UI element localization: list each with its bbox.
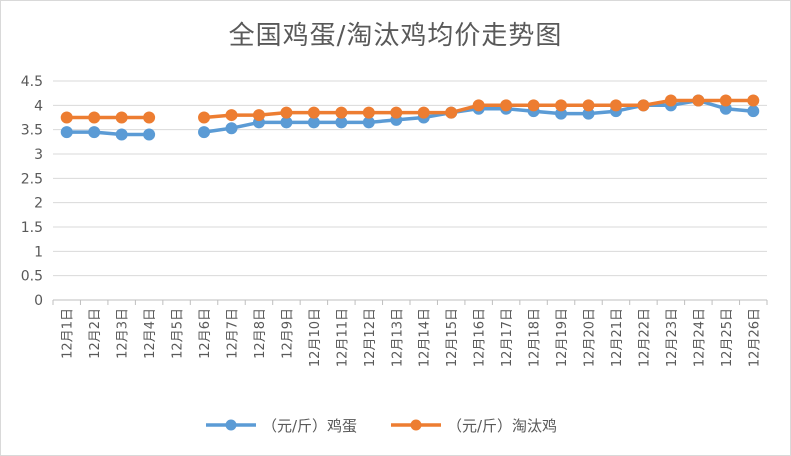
x-tick-label: 12月8日 [253, 308, 268, 359]
data-point-series-2 [225, 109, 238, 122]
y-tick-label: 2.5 [21, 171, 43, 187]
chart-title: 全国鸡蛋/淘汰鸡均价走势图 [228, 21, 563, 51]
data-point-series-2 [115, 111, 128, 124]
legend-marker-2 [410, 419, 422, 431]
data-point-series-1 [225, 122, 238, 135]
x-tick-label: 12月25日 [720, 308, 735, 367]
data-point-series-1 [198, 126, 211, 139]
x-tick-label: 12月11日 [335, 308, 350, 367]
legend-label-2: （元/斤）淘汰鸡 [447, 417, 557, 435]
x-tick-label: 12月23日 [665, 308, 680, 367]
data-point-series-2 [719, 94, 732, 107]
x-tick-label: 12月6日 [198, 308, 213, 359]
data-point-series-2 [472, 99, 485, 112]
data-point-series-1 [88, 126, 101, 139]
y-tick-label: 1.5 [21, 220, 43, 236]
x-tick-label: 12月26日 [747, 308, 762, 367]
data-point-series-2 [637, 99, 650, 112]
x-tick-label: 12月17日 [500, 308, 515, 367]
data-point-series-2 [88, 111, 101, 124]
x-tick-label: 12月7日 [226, 308, 241, 359]
data-point-series-2 [335, 106, 348, 119]
x-tick-label: 12月14日 [418, 308, 433, 367]
x-tick-label: 12月1日 [61, 308, 76, 359]
data-point-series-2 [445, 106, 458, 119]
y-tick-label: 2 [34, 196, 43, 212]
y-tick-label: 0.5 [21, 269, 43, 285]
data-point-series-2 [307, 106, 320, 119]
data-point-series-2 [417, 106, 430, 119]
legend-label-1: （元/斤）鸡蛋 [262, 417, 357, 435]
data-point-series-2 [198, 111, 211, 124]
series-line-1 [66, 130, 150, 137]
x-tick-label: 12月22日 [637, 308, 652, 367]
data-point-series-1 [60, 126, 73, 139]
x-tick-label: 12月16日 [473, 308, 488, 367]
data-point-series-2 [143, 111, 156, 124]
x-tick-label: 12月19日 [555, 308, 570, 367]
data-point-series-2 [664, 94, 677, 107]
data-point-series-1 [143, 128, 156, 141]
data-point-series-2 [252, 109, 265, 122]
x-tick-label: 12月3日 [116, 308, 131, 359]
data-point-series-1 [115, 128, 128, 141]
x-tick-label: 12月20日 [583, 308, 598, 367]
data-point-series-2 [582, 99, 595, 112]
x-tick-label: 12月21日 [610, 308, 625, 367]
data-point-series-2 [609, 99, 622, 112]
x-tick-label: 12月18日 [528, 308, 543, 367]
data-point-series-2 [692, 94, 705, 107]
y-tick-label: 3 [34, 147, 43, 163]
x-tick-label: 12月13日 [390, 308, 405, 367]
x-tick-label: 12月5日 [171, 308, 186, 359]
x-tick-label: 12月2日 [88, 308, 103, 359]
data-point-series-2 [527, 99, 540, 112]
data-point-series-2 [280, 106, 293, 119]
data-point-series-1 [747, 105, 760, 118]
y-tick-label: 4 [34, 98, 43, 114]
x-tick-label: 12月9日 [280, 308, 295, 359]
data-point-series-2 [60, 111, 73, 124]
y-tick-label: 1 [34, 244, 43, 260]
data-point-series-2 [747, 94, 760, 107]
data-point-series-2 [390, 106, 403, 119]
x-tick-label: 12月15日 [445, 308, 460, 367]
legend-marker-1 [225, 419, 237, 431]
x-tick-label: 12月12日 [363, 308, 378, 367]
x-tick-label: 12月4日 [143, 308, 158, 359]
y-tick-label: 3.5 [21, 123, 43, 139]
data-point-series-2 [362, 106, 375, 119]
x-tick-label: 12月10日 [308, 308, 323, 367]
data-point-series-2 [500, 99, 513, 112]
y-tick-label: 4.5 [21, 74, 43, 90]
x-tick-label: 12月24日 [692, 308, 707, 367]
data-point-series-2 [555, 99, 568, 112]
y-tick-label: 0 [34, 293, 43, 309]
